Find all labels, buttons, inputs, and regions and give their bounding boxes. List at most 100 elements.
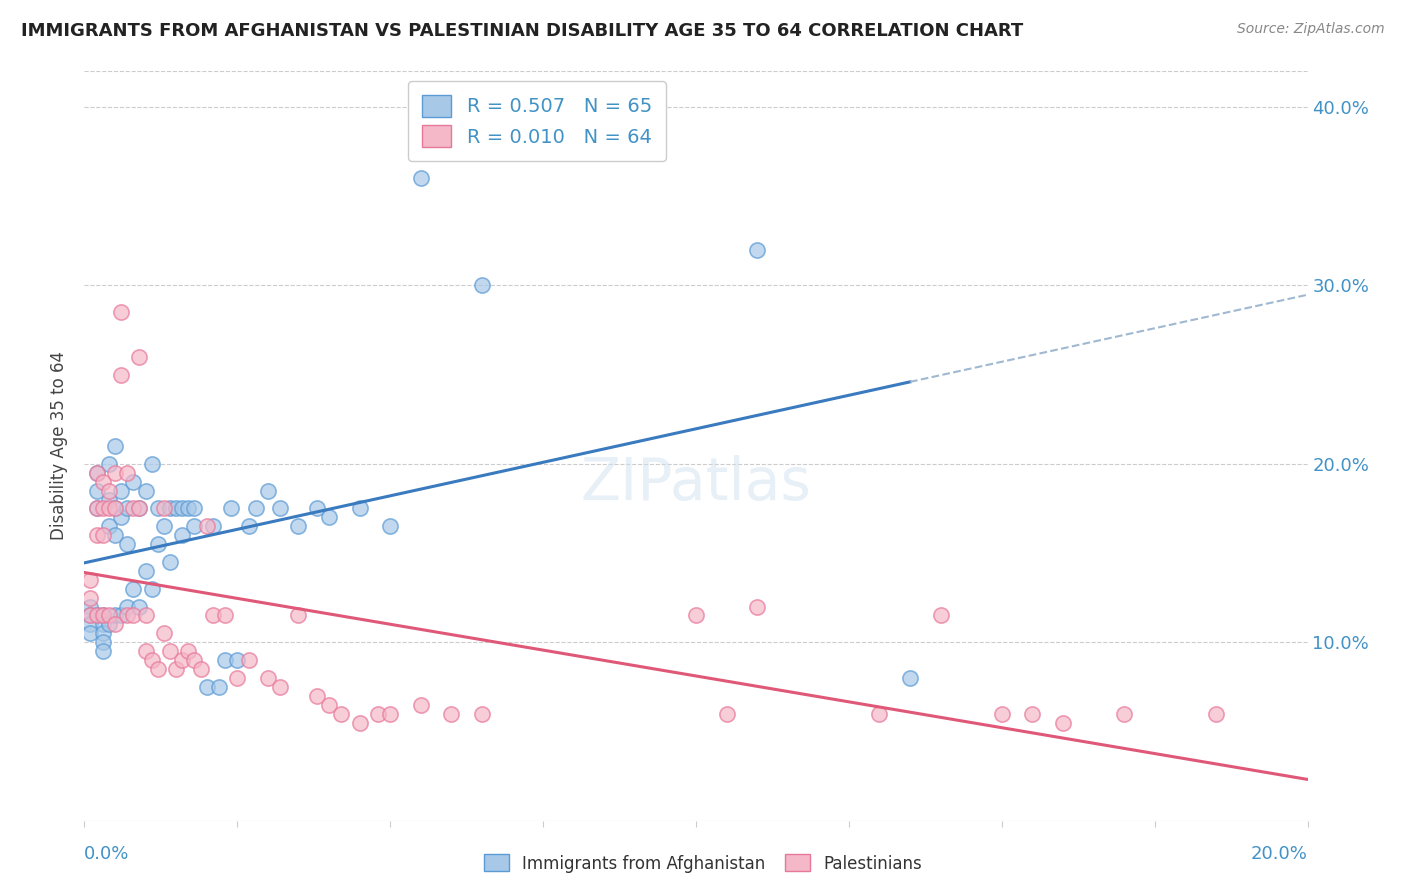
Point (409, 171, 432, 186)
Text: IMMIGRANTS FROM AFGHANISTAN VS PALESTINIAN DISABILITY AGE 35 TO 64 CORRELATION C: IMMIGRANTS FROM AFGHANISTAN VS PALESTINI… (21, 22, 1024, 40)
Point (91, 608, 114, 623)
Point (110, 483, 132, 498)
Point (898, 671, 921, 685)
Point (122, 582, 145, 596)
Point (172, 528, 194, 542)
Point (104, 617, 127, 632)
Point (190, 662, 212, 676)
Legend: Immigrants from Afghanistan, Palestinians: Immigrants from Afghanistan, Palestinian… (477, 847, 929, 880)
Point (122, 608, 145, 623)
Point (159, 644, 181, 658)
Point (165, 501, 187, 516)
Point (257, 671, 280, 685)
Point (183, 519, 205, 533)
Point (79, 608, 101, 623)
Point (208, 680, 231, 694)
Point (141, 457, 163, 471)
Point (86, 608, 108, 623)
Point (153, 519, 176, 533)
Legend: R = 0.507   N = 65, R = 0.010   N = 64: R = 0.507 N = 65, R = 0.010 N = 64 (408, 81, 665, 161)
Point (115, 501, 138, 516)
Point (471, 278, 494, 293)
Point (104, 528, 127, 542)
Point (79, 599, 101, 614)
Point (349, 501, 371, 516)
Point (86, 528, 108, 542)
Text: 0.0%: 0.0% (84, 845, 129, 863)
Point (269, 680, 291, 694)
Point (91, 501, 114, 516)
Point (869, 706, 891, 721)
Point (214, 608, 236, 623)
Point (128, 599, 150, 614)
Point (146, 501, 169, 516)
Point (146, 662, 169, 676)
Point (86, 608, 108, 623)
Point (183, 653, 205, 667)
Point (97, 617, 120, 632)
Point (135, 644, 157, 658)
Point (115, 599, 138, 614)
Point (91, 644, 114, 658)
Point (1205, 706, 1227, 721)
Text: 20.0%: 20.0% (1251, 845, 1308, 863)
Point (153, 626, 176, 640)
Point (177, 501, 200, 516)
Point (104, 501, 127, 516)
Point (349, 715, 371, 730)
Point (172, 501, 194, 516)
Point (367, 706, 389, 721)
Point (91, 475, 114, 489)
Point (214, 653, 236, 667)
Point (318, 698, 340, 712)
Point (79, 608, 101, 623)
Point (1052, 715, 1074, 730)
Point (380, 706, 402, 721)
Point (135, 608, 157, 623)
Point (86, 466, 108, 480)
Point (269, 501, 291, 516)
Point (97, 519, 120, 533)
Point (159, 555, 181, 569)
Point (115, 537, 138, 551)
Point (128, 501, 150, 516)
Point (79, 591, 101, 605)
Point (318, 510, 340, 524)
Point (716, 706, 738, 721)
Point (195, 519, 218, 533)
Point (172, 653, 194, 667)
Point (110, 608, 132, 623)
Point (409, 698, 432, 712)
Point (257, 483, 280, 498)
Point (110, 305, 132, 319)
Point (86, 466, 108, 480)
Point (128, 501, 150, 516)
Point (471, 706, 494, 721)
Point (91, 528, 114, 542)
Point (183, 501, 205, 516)
Point (141, 653, 163, 667)
Point (330, 706, 353, 721)
Point (97, 483, 120, 498)
Point (135, 564, 157, 578)
Text: ZIPatlas: ZIPatlas (581, 455, 811, 512)
Point (122, 501, 145, 516)
Point (153, 501, 176, 516)
Point (287, 608, 309, 623)
Point (110, 368, 132, 382)
Point (115, 466, 138, 480)
Point (1114, 706, 1136, 721)
Point (97, 501, 120, 516)
Point (135, 483, 157, 498)
Point (128, 350, 150, 364)
Point (685, 608, 707, 623)
Point (747, 599, 769, 614)
Point (115, 608, 138, 623)
Point (226, 671, 249, 685)
Point (97, 608, 120, 623)
Point (91, 635, 114, 649)
Point (201, 608, 224, 623)
Point (195, 680, 218, 694)
Point (79, 573, 101, 587)
Point (165, 662, 187, 676)
